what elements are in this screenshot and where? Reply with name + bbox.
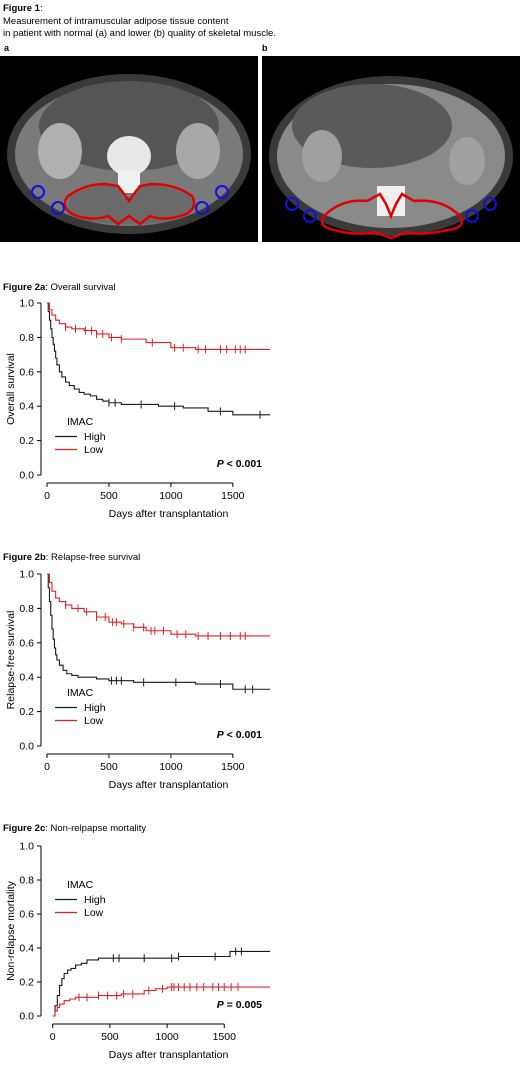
y-tick-label: 0.0	[19, 741, 34, 753]
figure2a-title: Figure 2a: Overall survival	[3, 282, 115, 293]
y-tick-label: 0.8	[19, 875, 34, 887]
x-tick-label: 1000	[159, 761, 183, 773]
legend-label-high: High	[84, 431, 106, 443]
ct-scan-b	[262, 56, 520, 242]
series-line-low	[47, 573, 270, 637]
x-tick-label: 500	[100, 490, 118, 502]
legend-label-low: Low	[84, 444, 104, 456]
p-value: P = 0.005	[217, 999, 262, 1011]
figure2c-title: Figure 2c: Non-relpapse mortality	[3, 823, 146, 834]
p-value: P < 0.001	[217, 729, 262, 741]
x-tick-label: 1500	[221, 761, 245, 773]
figure2b-label: Figure 2b	[3, 552, 46, 563]
y-tick-label: 0.2	[19, 435, 34, 447]
km-chart-non-relapse-mortality: 0.0 0.2 0.4 0.6 0.8 1.0 0 500 1000 1500 Days after…	[5, 841, 270, 1061]
x-tick-label: 0	[44, 761, 50, 773]
figure1-caption-line2: Measurement of intramuscular adipose tis…	[3, 15, 229, 27]
roi-fat-a4	[215, 185, 229, 199]
x-tick-label: 1000	[159, 490, 183, 502]
y-tick-label: 0.8	[19, 603, 34, 615]
y-tick-label: 0.4	[19, 672, 34, 684]
roi-fat-b1	[285, 197, 299, 211]
panel-a-label: a	[4, 43, 10, 53]
x-axis-label: Days after transplantation	[109, 508, 229, 520]
figure1-title-colon: :	[39, 3, 43, 14]
figure2b-title: Figure 2b: Relapse-free survival	[3, 552, 140, 563]
y-axis-label: Relapse-free survival	[5, 611, 17, 710]
x-tick-label: 0	[50, 1031, 56, 1043]
km-chart-relapse-free-survival: 0.0 0.2 0.4 0.6 0.8 1.0 0 500 1000 1500 Days after…	[5, 569, 270, 791]
x-tick-label: 1500	[221, 490, 245, 502]
x-tick-label: 500	[101, 1031, 119, 1043]
y-tick-label: 0.8	[19, 332, 34, 344]
y-tick-label: 0.2	[19, 977, 34, 989]
y-tick-label: 0.6	[19, 909, 34, 921]
roi-fat-b2	[303, 209, 317, 223]
roi-fat-a2	[51, 201, 65, 215]
x-tick-label: 1500	[213, 1031, 237, 1043]
panel-b-label: b	[262, 43, 268, 53]
figure1-caption: Figure 1: Measurement of intramuscular a…	[3, 3, 276, 41]
figure2c-label: Figure 2c	[3, 823, 46, 834]
figure1-caption-line3: in patient with normal (a) and lower (b)…	[3, 28, 276, 39]
figure1-label: Figure 1	[3, 3, 40, 14]
roi-muscle-a	[63, 182, 196, 226]
legend-label-high: High	[84, 894, 106, 906]
roi-fat-b4	[483, 197, 497, 211]
y-tick-label: 0.0	[19, 1011, 34, 1023]
roi-fat-a1	[31, 185, 45, 199]
y-tick-label: 0.4	[19, 943, 34, 955]
y-tick-label: 0.4	[19, 401, 34, 413]
series-line-high	[47, 573, 270, 690]
series-line-low	[47, 302, 270, 350]
x-axis-label: Days after transplantation	[109, 1049, 229, 1061]
y-tick-label: 1.0	[19, 841, 34, 853]
y-tick-label: 0.0	[19, 470, 34, 482]
x-tick-label: 1000	[155, 1031, 179, 1043]
ct-scan-a	[0, 56, 258, 242]
roi-fat-a3	[195, 201, 209, 215]
figure2a-label: Figure 2a	[3, 282, 46, 293]
figure2a-title-text: : Overall survival	[45, 282, 116, 293]
p-value: P < 0.001	[217, 458, 262, 470]
x-tick-label: 500	[100, 761, 118, 773]
legend-label-low: Low	[84, 907, 104, 919]
x-axis-label: Days after transplantation	[109, 779, 229, 791]
x-tick-label: 0	[44, 490, 50, 502]
y-tick-label: 1.0	[19, 569, 34, 581]
series-line-high	[47, 302, 270, 416]
y-axis-label: Non-relapse mortality	[5, 880, 17, 981]
legend-title: IMAC	[67, 879, 94, 891]
figure2c-title-text: : Non-relpapse mortality	[45, 823, 147, 834]
figure2b-title-text: : Relapse-free survival	[45, 552, 141, 563]
roi-fat-b3	[465, 209, 479, 223]
legend-label-high: High	[84, 702, 106, 714]
legend-title: IMAC	[67, 416, 94, 428]
km-chart-overall-survival: 0.0 0.2 0.4 0.6 0.8 1.0 0 500 1000 1500 Days after…	[5, 298, 270, 520]
roi-muscle-b	[320, 192, 464, 240]
legend-label-low: Low	[84, 715, 104, 727]
y-tick-label: 0.2	[19, 706, 34, 718]
y-tick-label: 1.0	[19, 298, 34, 310]
y-axis-label: Overall survival	[5, 353, 17, 425]
y-tick-label: 0.6	[19, 637, 34, 649]
y-tick-label: 0.6	[19, 366, 34, 378]
legend-title: IMAC	[67, 687, 94, 699]
